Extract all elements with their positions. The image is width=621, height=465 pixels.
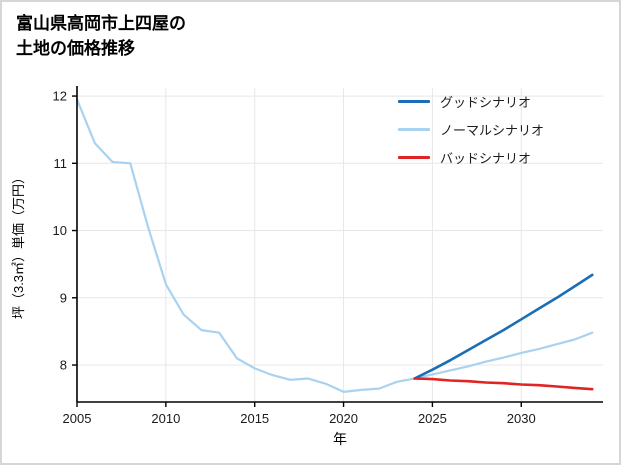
legend-item-1: ノーマルシナリオ: [398, 120, 544, 139]
chart-legend: グッドシナリオ ノーマルシナリオ バッドシナリオ: [398, 92, 544, 167]
x-axis-label: 年: [333, 431, 347, 447]
legend-line-swatch: [398, 128, 430, 131]
y-tick-label: 12: [53, 89, 67, 104]
chart-title-line2: 土地の価格推移: [16, 38, 135, 58]
legend-item-0: グッドシナリオ: [398, 92, 544, 111]
axes: 2005 2010 2015 2020 2025 2030 8 9 10 11 12: [53, 86, 603, 426]
y-tick-label: 9: [60, 290, 67, 305]
x-tick-label: 2015: [240, 411, 269, 426]
legend-label: グッドシナリオ: [440, 95, 532, 110]
legend-line-swatch: [398, 156, 430, 159]
y-tick-label: 10: [53, 223, 67, 238]
y-tick-label: 11: [54, 156, 68, 171]
legend-item-2: バッドシナリオ: [398, 148, 544, 167]
y-tick-label: 8: [60, 358, 67, 373]
x-tick-label: 2030: [507, 411, 536, 426]
gridlines: [76, 88, 603, 402]
chart-title-line1: 富山県高岡市上四屋の: [16, 14, 186, 33]
series-line-0: [413, 273, 594, 380]
x-tick-label: 2025: [418, 411, 447, 426]
legend-label: ノーマルシナリオ: [440, 123, 545, 138]
legend-label: バッドシナリオ: [440, 151, 532, 166]
series-line-2: [413, 377, 594, 391]
y-axis-label: 坪（3.3㎡）単価（万円）: [11, 171, 26, 319]
x-tick-label: 2010: [151, 411, 180, 426]
x-tick-label: 2020: [329, 411, 358, 426]
legend-line-swatch: [398, 100, 430, 103]
series-line-1: [75, 98, 594, 393]
chart-title: 富山県高岡市上四屋の 土地の価格推移: [16, 12, 186, 61]
x-tick-label: 2005: [63, 411, 92, 426]
